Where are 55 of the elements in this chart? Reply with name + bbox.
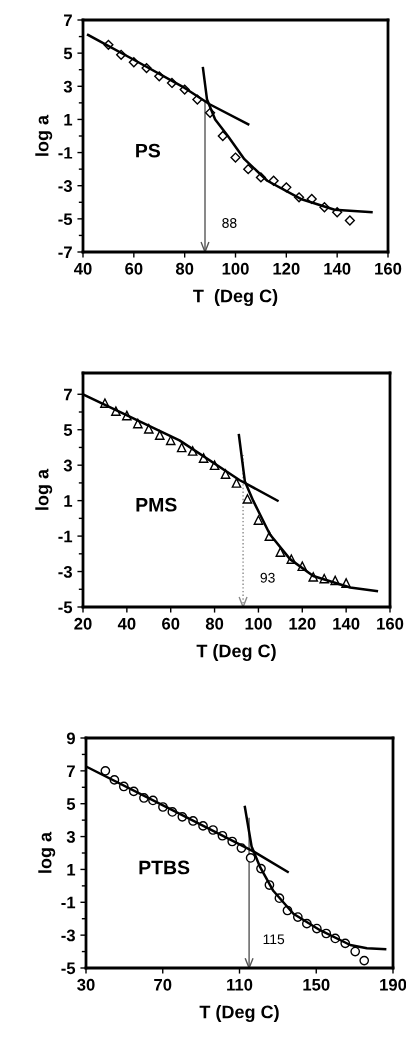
y-tick-label: 7 bbox=[64, 14, 72, 27]
x-tick-label: 40 bbox=[73, 262, 92, 275]
y-tick-label: -1 bbox=[58, 530, 73, 543]
x-axis-title: T (Deg C) bbox=[199, 1005, 279, 1022]
x-tick-label: 190 bbox=[380, 978, 406, 991]
y-axis-title: log a bbox=[35, 468, 53, 510]
ref-line-label: 88 bbox=[222, 218, 237, 228]
x-tick-label: 40 bbox=[117, 617, 136, 630]
x-tick-label: 100 bbox=[222, 262, 249, 275]
annotation: PTBS bbox=[139, 860, 190, 875]
x-axis-title: T (Deg C) bbox=[196, 644, 276, 661]
y-axis-title: log a bbox=[38, 831, 56, 873]
x-tick-label: 160 bbox=[375, 262, 402, 275]
x-tick-label: 20 bbox=[74, 617, 92, 630]
x-tick-label: 140 bbox=[324, 262, 351, 275]
y-tick-label: -7 bbox=[58, 246, 72, 259]
y-tick-label: 5 bbox=[66, 798, 76, 810]
y-tick-label: -3 bbox=[58, 565, 72, 578]
x-tick-label: 160 bbox=[377, 617, 404, 630]
x-tick-label: 120 bbox=[273, 262, 300, 275]
x-tick-label: 80 bbox=[175, 262, 194, 275]
annotation: PS bbox=[136, 143, 161, 158]
y-axis-title: log a bbox=[35, 114, 53, 156]
x-tick-label: 30 bbox=[77, 978, 95, 991]
y-tick-label: 3 bbox=[66, 830, 75, 843]
y-tick-label: 7 bbox=[67, 765, 75, 777]
y-tick-label: 1 bbox=[64, 114, 73, 126]
x-tick-label: 140 bbox=[333, 617, 360, 630]
x-axis-title: T (Deg C) bbox=[193, 289, 278, 306]
x-tick-label: 80 bbox=[205, 617, 224, 630]
y-tick-label: 9 bbox=[66, 732, 75, 745]
ref-line-label: 93 bbox=[260, 572, 275, 583]
annotation: PMS bbox=[136, 497, 177, 512]
y-tick-label: -3 bbox=[58, 180, 72, 192]
y-tick-label: 3 bbox=[63, 80, 72, 93]
y-tick-label: 1 bbox=[64, 495, 73, 507]
x-tick-label: 60 bbox=[125, 262, 143, 275]
ref-line-label: 115 bbox=[263, 934, 285, 945]
x-tick-label: 60 bbox=[162, 617, 180, 630]
y-tick-label: 7 bbox=[64, 388, 72, 401]
x-tick-label: 110 bbox=[227, 978, 253, 991]
y-tick-label: -5 bbox=[58, 601, 73, 614]
y-tick-label: 5 bbox=[63, 424, 73, 436]
x-tick-label: 100 bbox=[245, 617, 272, 630]
y-tick-label: 3 bbox=[63, 459, 72, 472]
x-tick-label: 120 bbox=[289, 617, 316, 630]
y-tick-label: -3 bbox=[61, 929, 75, 942]
x-tick-label: 150 bbox=[303, 978, 330, 991]
y-tick-label: 1 bbox=[67, 864, 76, 876]
x-tick-label: 70 bbox=[154, 978, 172, 991]
y-tick-label: -1 bbox=[61, 896, 76, 909]
y-tick-label: 5 bbox=[63, 47, 73, 60]
y-tick-label: -5 bbox=[58, 213, 73, 226]
y-tick-label: -5 bbox=[61, 962, 76, 975]
y-tick-label: -1 bbox=[58, 147, 73, 159]
